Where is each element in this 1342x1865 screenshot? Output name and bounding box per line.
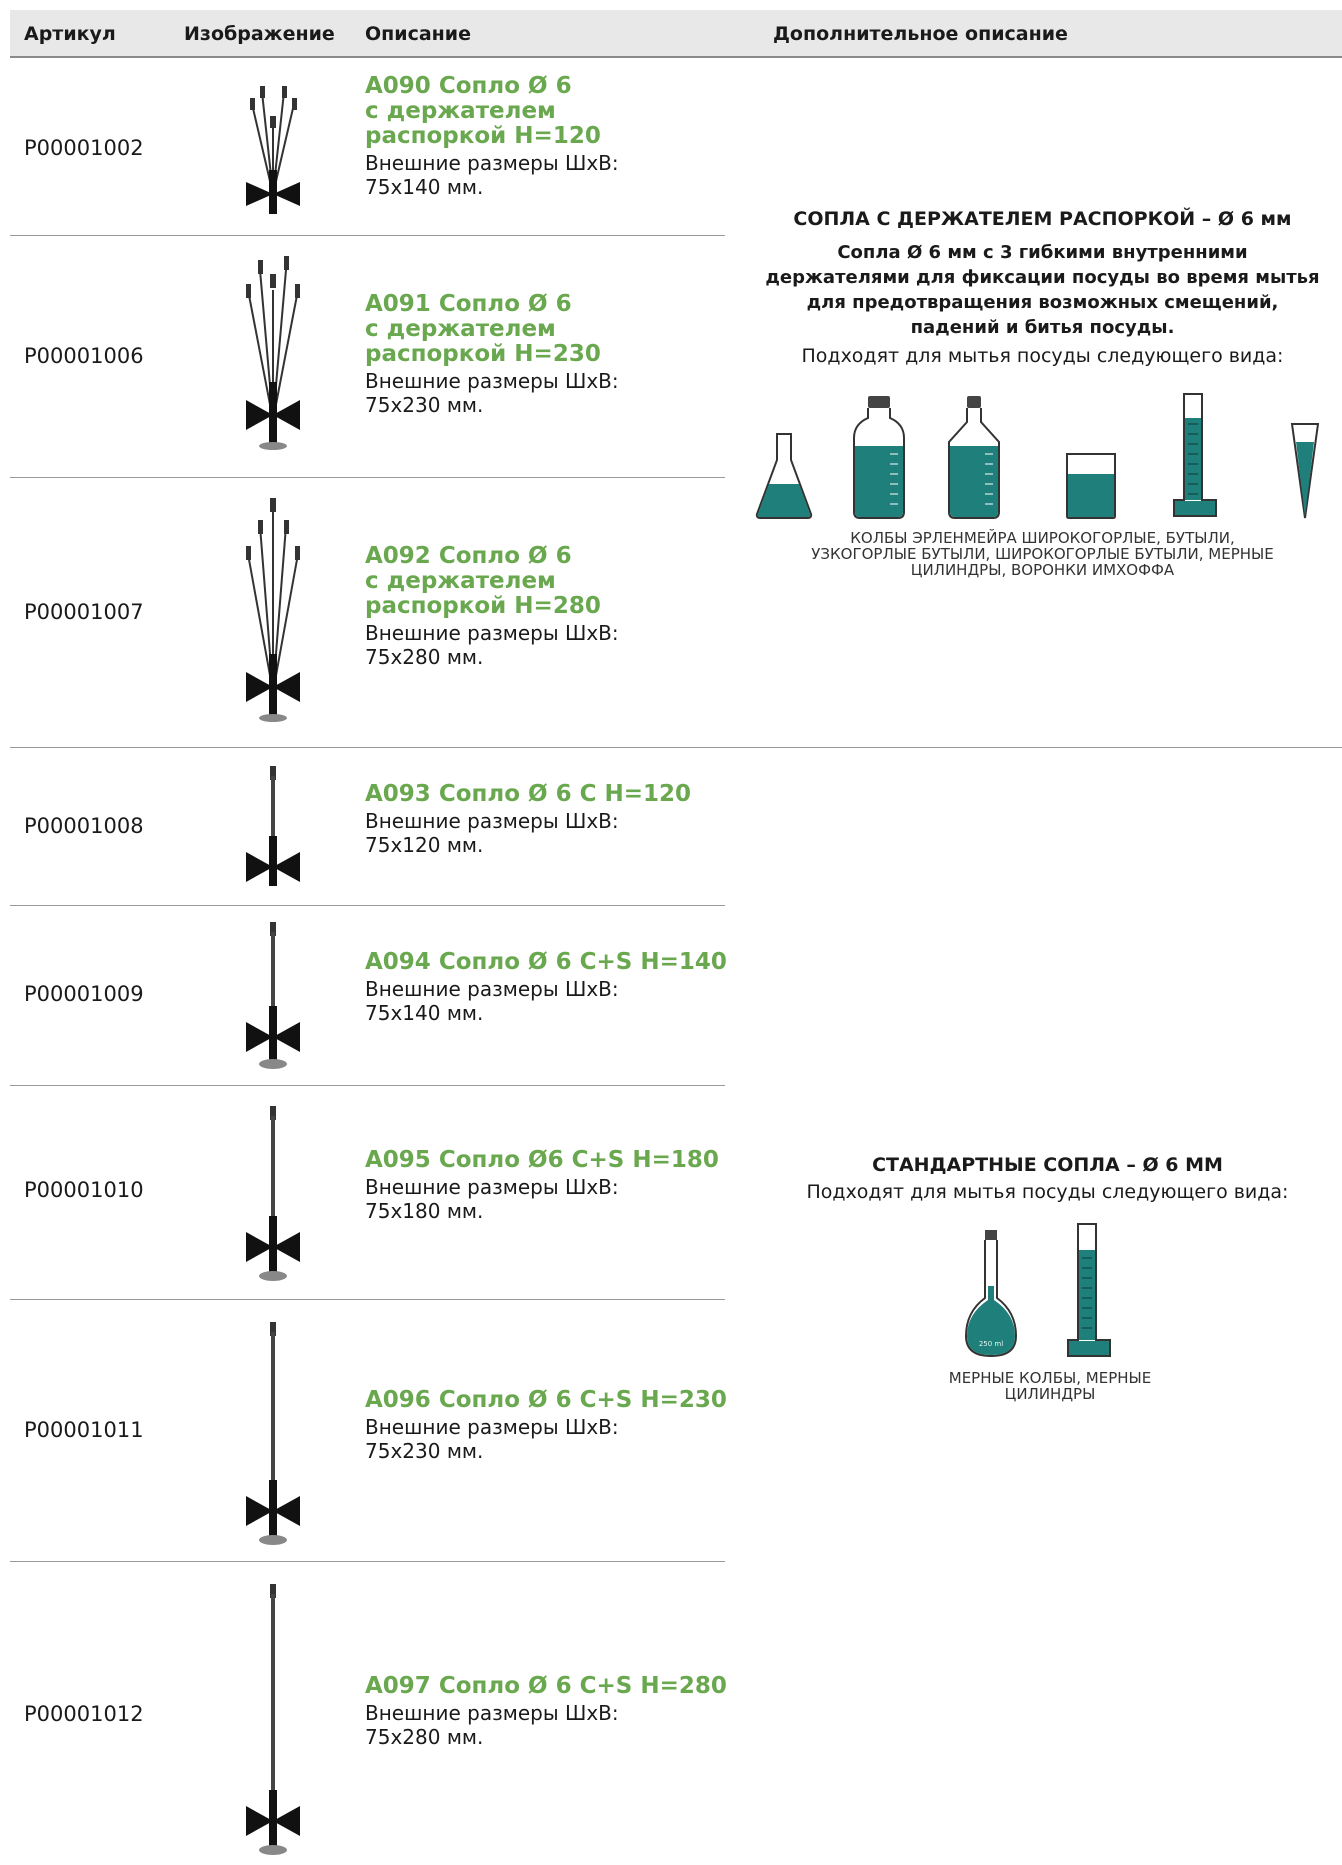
- beaker-icon: [1066, 453, 1116, 519]
- row-divider: [10, 1561, 725, 1562]
- product-size: Внешние размеры ШхВ: 75x180 мм.: [365, 1175, 619, 1223]
- svg-text:250 ml: 250 ml: [979, 1340, 1003, 1348]
- nozzle-with-spacer-holder-icon: [246, 86, 300, 214]
- sku-text: P00001010: [24, 1178, 144, 1202]
- sku-text: P00001008: [24, 814, 144, 838]
- standard-nozzle-icon: [246, 922, 300, 1069]
- nozzle-with-spacer-holder-icon: [246, 498, 300, 722]
- product-title: A093 Сопло Ø 6 C H=120: [365, 781, 692, 807]
- product-title: A097 Сопло Ø 6 C+S H=280: [365, 1673, 727, 1699]
- table-row: P00001008 A093 Сопло Ø 6 C H=120 Внешние…: [10, 748, 1342, 906]
- product-title: A094 Сопло Ø 6 C+S H=140: [365, 949, 727, 975]
- product-size: Внешние размеры ШхВ: 75x280 мм.: [365, 621, 619, 669]
- graduated-cylinder-icon: [1173, 393, 1217, 517]
- product-size: Внешние размеры ШхВ: 75x230 мм.: [365, 369, 619, 417]
- sku-text: P00001009: [24, 982, 144, 1006]
- product-size: Внешние размеры ШхВ: 75x140 мм.: [365, 977, 619, 1025]
- product-size: Внешние размеры ШхВ: 75x280 мм.: [365, 1701, 619, 1749]
- column-header-additional: Дополнительное описание: [773, 23, 1068, 45]
- table-row: P00001011 A096 Сопло Ø 6 C+S H=230 Внешн…: [10, 1300, 1342, 1562]
- spacer-nozzles-info: СОПЛА С ДЕРЖАТЕЛЕМ РАСПОРКОЙ – Ø 6 мм Со…: [755, 208, 1330, 368]
- nozzle-with-spacer-holder-icon: [246, 256, 300, 450]
- spacer-glassware-caption: КОЛБЫ ЭРЛЕНМЕЙРА ШИРОКОГОРЛЫЕ, БУТЫЛИ, У…: [811, 529, 1274, 579]
- standard-glassware-caption: МЕРНЫЕ КОЛБЫ, МЕРНЫЕ ЦИЛИНДРЫ: [948, 1369, 1152, 1403]
- spacer-glassware-row: [750, 392, 1330, 522]
- product-size: Внешние размеры ШхВ: 75x230 мм.: [365, 1415, 619, 1463]
- sku-text: P00001006: [24, 344, 144, 368]
- standard-nozzle-icon: [246, 766, 300, 886]
- wide-neck-bottle-icon: [853, 396, 905, 519]
- product-title: A096 Сопло Ø 6 C+S H=230: [365, 1387, 727, 1413]
- product-size: Внешние размеры ШхВ: 75x120 мм.: [365, 809, 619, 857]
- erlenmeyer-flask-icon: [755, 433, 813, 519]
- spacer-nozzles-heading: СОПЛА С ДЕРЖАТЕЛЕМ РАСПОРКОЙ – Ø 6 мм: [793, 208, 1292, 230]
- column-header-image: Изображение: [184, 23, 335, 45]
- row-divider: [10, 1085, 725, 1086]
- sku-text: P00001011: [24, 1418, 144, 1442]
- standard-nozzle-icon: [246, 1106, 300, 1281]
- row-divider: [10, 905, 725, 906]
- graduated-cylinder-icon: [1067, 1223, 1111, 1357]
- row-divider: [10, 1299, 725, 1300]
- row-divider: [10, 747, 1342, 748]
- narrow-neck-bottle-icon: [948, 396, 1000, 519]
- spacer-nozzles-suitable: Подходят для мытья посуды следующего вид…: [801, 345, 1284, 367]
- table-row: P00001012 A097 Сопло Ø 6 C+S H=280 Внешн…: [10, 1562, 1342, 1865]
- standard-nozzle-icon: [246, 1584, 300, 1855]
- standard-nozzles-info: СТАНДАРТНЫЕ СОПЛА – Ø 6 ММ Подходят для …: [765, 1154, 1330, 1204]
- standard-nozzle-icon: [246, 1322, 300, 1545]
- row-divider: [10, 477, 725, 478]
- spacer-nozzles-description: Сопла Ø 6 мм с 3 гибкими внутренними дер…: [765, 242, 1320, 338]
- sku-text: P00001012: [24, 1702, 144, 1726]
- product-size: Внешние размеры ШхВ: 75x140 мм.: [365, 151, 619, 199]
- standard-glassware-row: 250 ml: [960, 1222, 1130, 1362]
- imhoff-cone-icon: [1290, 423, 1320, 519]
- sku-text: P00001007: [24, 600, 144, 624]
- table-row: P00001009 A094 Сопло Ø 6 C+S H=140 Внешн…: [10, 906, 1342, 1086]
- table-row: P00001010 A095 Сопло Ø6 C+S H=180 Внешни…: [10, 1086, 1342, 1300]
- column-header-article: Артикул: [24, 23, 116, 45]
- sku-text: P00001002: [24, 136, 144, 160]
- table-header: Артикул Изображение Описание Дополнитель…: [10, 10, 1342, 58]
- product-title: A095 Сопло Ø6 C+S H=180: [365, 1147, 719, 1173]
- column-header-description: Описание: [365, 23, 472, 45]
- volumetric-flask-icon: 250 ml: [964, 1230, 1018, 1358]
- standard-nozzles-heading: СТАНДАРТНЫЕ СОПЛА – Ø 6 ММ: [872, 1154, 1223, 1176]
- standard-nozzles-suitable: Подходят для мытья посуды следующего вид…: [806, 1181, 1289, 1203]
- row-divider: [10, 235, 725, 236]
